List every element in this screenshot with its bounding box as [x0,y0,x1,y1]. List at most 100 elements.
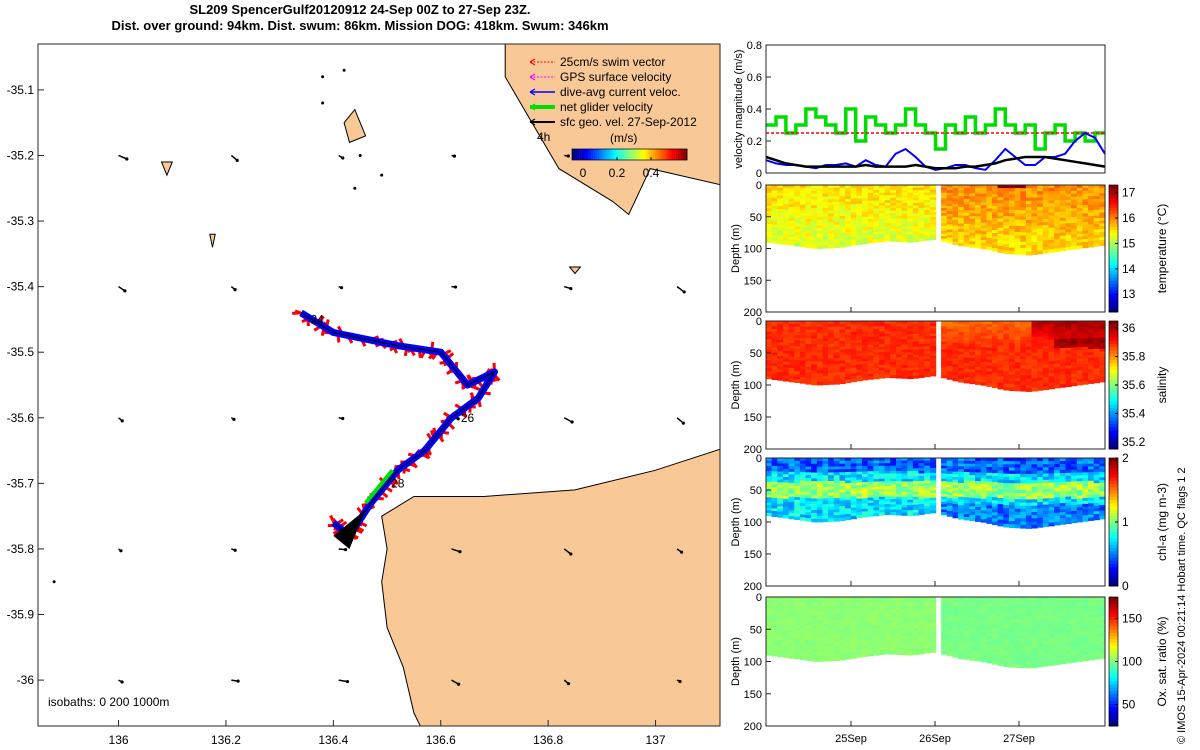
islet-marker [321,75,325,79]
section-cell [980,475,987,479]
section-cell [828,332,835,336]
section-cell [1003,371,1010,375]
section-cell [1093,516,1100,521]
section-cell [896,205,903,209]
section-cell [845,326,852,330]
section-cell [1065,466,1072,471]
section-cell [833,599,841,604]
section-cell [862,374,869,378]
section-cell [918,207,925,211]
section-cell [867,328,874,333]
section-cell [794,642,801,646]
section-cell [997,246,1004,250]
section-cell [963,368,971,373]
section-cell [1025,188,1033,192]
section-cell [1020,248,1027,252]
section-cell [946,321,954,325]
section-cell [822,626,829,630]
section-cell [839,622,846,627]
section-cell [856,331,863,336]
section-cell [873,323,880,327]
section-cell [833,204,841,209]
map-x-tick-label: 137 [646,733,666,747]
section-cell [873,465,880,470]
section-cell [1025,197,1033,202]
section-cell [1020,251,1027,256]
section-cell [788,329,795,333]
section-cell [1020,238,1027,243]
section-cell [839,207,846,211]
section-cell [901,370,908,374]
section-cell [941,357,948,361]
section-cell [884,369,891,373]
section-cell [811,458,818,462]
section-cell [1059,461,1067,465]
section-cell [890,512,897,516]
legend-arrowhead [529,88,536,96]
section-cell [1031,502,1038,507]
section-colorbar-cell [1109,349,1118,354]
section-cell [816,185,824,189]
section-cell [1037,185,1044,189]
section-cell [783,460,790,464]
section-cell [963,321,971,325]
section-cell [946,195,954,199]
section-cell [1020,515,1027,520]
section-cell [1048,212,1055,217]
section-cell [794,185,801,189]
section-cell [783,378,790,382]
section-cell [805,210,812,214]
section-cell [1059,476,1067,480]
section-cell [1048,370,1055,374]
section-cell [828,230,835,235]
section-cell [794,371,801,375]
geo-velocity-arrow-head [233,287,237,292]
section-cell [828,338,835,342]
section-cell [952,490,959,494]
section-cell [783,605,790,609]
section-cell [912,321,920,325]
section-cell [941,331,948,335]
section-cell [975,210,982,215]
section-cell [766,510,773,514]
section-cell [766,349,773,353]
section-cell [777,369,784,373]
section-cell [777,599,784,603]
section-cell [839,213,846,217]
section-cell [879,239,886,243]
section-cell [1025,200,1033,205]
section-cell [941,233,948,237]
section-cell [867,653,874,657]
section-cell [862,503,869,507]
section-cell [816,640,824,645]
section-cell [1003,237,1010,242]
section-cell [1031,222,1038,227]
section-cell [805,640,812,644]
section-cell [828,652,835,656]
section-cell [845,198,852,203]
section-cell [862,471,869,475]
colorbar-frame [571,148,688,161]
section-cell [879,470,886,475]
section-cell [1082,489,1089,493]
section-cell [867,227,874,231]
section-cell [946,219,954,223]
section-cell [963,494,971,498]
section-cell [1025,191,1033,196]
section-cell [1059,485,1067,489]
section-cell [1025,486,1033,491]
section-cell [1042,349,1050,353]
section-cell [845,628,852,632]
section-cell [992,354,999,358]
section-cell [924,195,931,199]
section-cell [799,371,807,376]
section-cell [799,363,807,367]
section-cell [805,498,812,502]
section-cell [805,469,812,473]
section-cell [884,346,891,350]
section-cell [1093,190,1100,194]
section-cell [822,187,829,192]
section-cell [946,481,954,485]
section-cell [975,205,982,209]
section-cell [856,220,863,224]
